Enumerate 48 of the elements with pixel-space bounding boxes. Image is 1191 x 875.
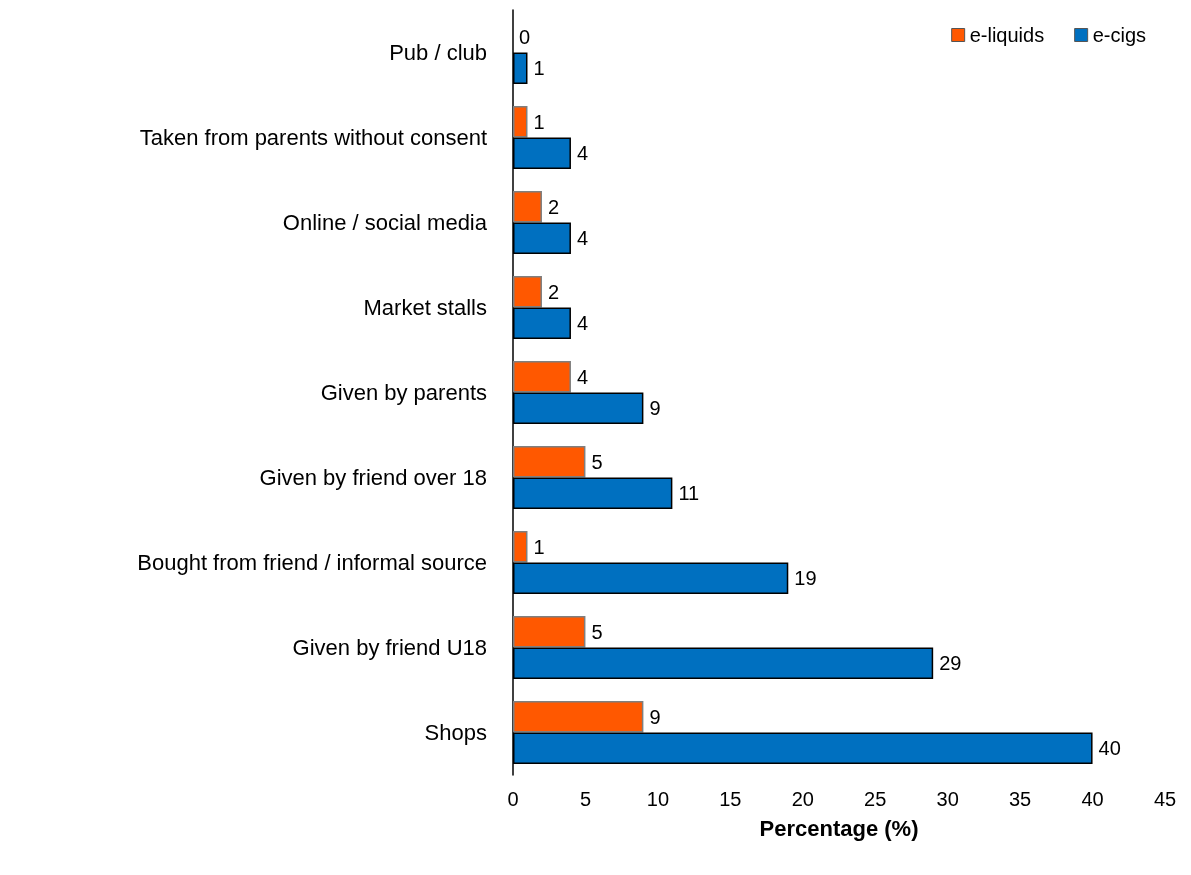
y-tick-label: Online / social media — [282, 210, 488, 235]
bar — [513, 191, 542, 223]
data-label: 5 — [591, 620, 603, 643]
bar — [513, 276, 542, 308]
x-tick-label: 35 — [1008, 788, 1032, 810]
y-tick-label: Given by friend U18 — [292, 635, 487, 660]
x-tick-label: 10 — [646, 788, 670, 810]
y-tick-label: Pub / club — [389, 40, 487, 65]
data-label: 19 — [794, 567, 817, 590]
data-label: 5 — [591, 450, 603, 473]
data-label: 11 — [678, 482, 700, 505]
y-tick-label: Shops — [424, 720, 487, 745]
data-label: 1 — [533, 535, 545, 558]
data-label: 9 — [649, 397, 661, 420]
data-label: 2 — [547, 195, 560, 218]
bar — [513, 361, 571, 393]
x-tick-label: 45 — [1153, 788, 1177, 810]
data-label: 4 — [576, 365, 589, 388]
data-label: 40 — [1098, 737, 1121, 760]
bar — [513, 531, 528, 563]
x-tick-label: 25 — [864, 788, 887, 810]
data-label: 1 — [533, 110, 545, 133]
y-tick-label: Bought from friend / informal source — [137, 550, 487, 575]
y-tick-label: Given by parents — [320, 380, 487, 405]
x-tick-label: 5 — [579, 788, 592, 810]
y-tick-label: Market stalls — [363, 295, 487, 320]
bar — [513, 446, 586, 478]
x-tick-label: 30 — [936, 788, 959, 810]
x-axis-title: Percentage (%) — [759, 815, 919, 841]
x-tick-label: 0 — [507, 788, 519, 810]
data-label: 0 — [519, 25, 531, 48]
legend-label: e-cigs — [1092, 24, 1147, 46]
y-tick-label: Taken from parents without consent — [139, 125, 487, 150]
bar — [513, 106, 528, 138]
data-label: 9 — [649, 705, 661, 728]
data-label: 29 — [939, 652, 962, 675]
bar — [513, 701, 644, 733]
data-label: 2 — [547, 280, 560, 303]
data-label: 4 — [576, 312, 589, 335]
x-tick-label: 20 — [791, 788, 814, 810]
data-label: 1 — [533, 57, 545, 80]
bar — [513, 616, 586, 648]
x-tick-label: 40 — [1081, 788, 1104, 810]
legend-label: e-liquids — [969, 24, 1045, 46]
x-tick-label: 15 — [719, 788, 742, 810]
y-tick-label: Given by friend over 18 — [259, 465, 487, 490]
data-label: 4 — [576, 142, 589, 165]
data-label: 4 — [576, 227, 589, 250]
